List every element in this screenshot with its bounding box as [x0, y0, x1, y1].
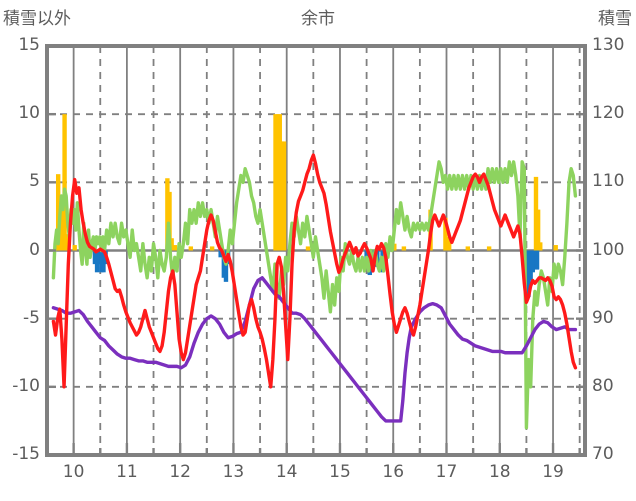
orange-bar: [535, 209, 541, 251]
orange-bar: [486, 246, 492, 251]
xtick-label: 19: [542, 462, 564, 482]
ytick-label-right: 80: [592, 375, 614, 396]
ytick-label-left: 15: [18, 35, 40, 55]
right-axis-title: 積雪: [598, 9, 632, 29]
xtick-label: 16: [382, 462, 405, 482]
orange-bar: [167, 191, 172, 251]
xtick-label: 14: [275, 462, 298, 482]
orange-bar: [305, 246, 311, 251]
ytick-label-left: 5: [29, 171, 40, 192]
chart-title: 余市: [301, 9, 335, 29]
orange-bar: [62, 114, 67, 251]
xtick-label: 17: [435, 462, 458, 482]
xtick-label: 18: [488, 462, 511, 482]
orange-bar: [169, 238, 174, 251]
ytick-label-left: 0: [29, 239, 40, 260]
ytick-label-right: 100: [592, 239, 625, 260]
red-line-series: [51, 153, 578, 389]
ytick-label-left: 10: [18, 103, 40, 124]
ytick-label-left: -15: [12, 444, 40, 464]
xtick-label: 15: [329, 462, 351, 482]
orange-bar: [465, 246, 471, 251]
orange-bar: [188, 246, 194, 251]
orange-bar: [443, 217, 448, 251]
orange-bar: [72, 245, 77, 251]
xtick-label: 13: [222, 462, 245, 482]
orange-bar: [281, 141, 287, 251]
orange-bar: [209, 246, 215, 251]
orange-bar: [446, 236, 452, 251]
ytick-label-left: -5: [23, 307, 40, 328]
ytick-label-right: 110: [592, 171, 625, 192]
xtick-label: 10: [62, 462, 85, 482]
ytick-label-right: 120: [592, 103, 625, 124]
xtick-label: 12: [169, 462, 191, 482]
orange-bar: [401, 246, 407, 251]
ytick-label-right: 90: [592, 307, 614, 328]
orange-bar: [553, 245, 558, 251]
blue-bar: [223, 250, 229, 282]
blue-bar: [218, 250, 223, 258]
orange-bar: [538, 242, 543, 251]
xtick-label: 11: [116, 462, 138, 482]
purple-line-series: [51, 276, 578, 423]
ytick-label-right: 70: [592, 444, 614, 464]
orange-bar: [172, 245, 178, 251]
orange-bar: [392, 243, 397, 251]
left-axis-title: 積雪以外: [3, 9, 71, 29]
blue-bar: [534, 250, 540, 270]
green-line-series: [51, 160, 578, 430]
ytick-label-left: -10: [12, 375, 40, 396]
ytick-label-right: 130: [592, 35, 625, 55]
